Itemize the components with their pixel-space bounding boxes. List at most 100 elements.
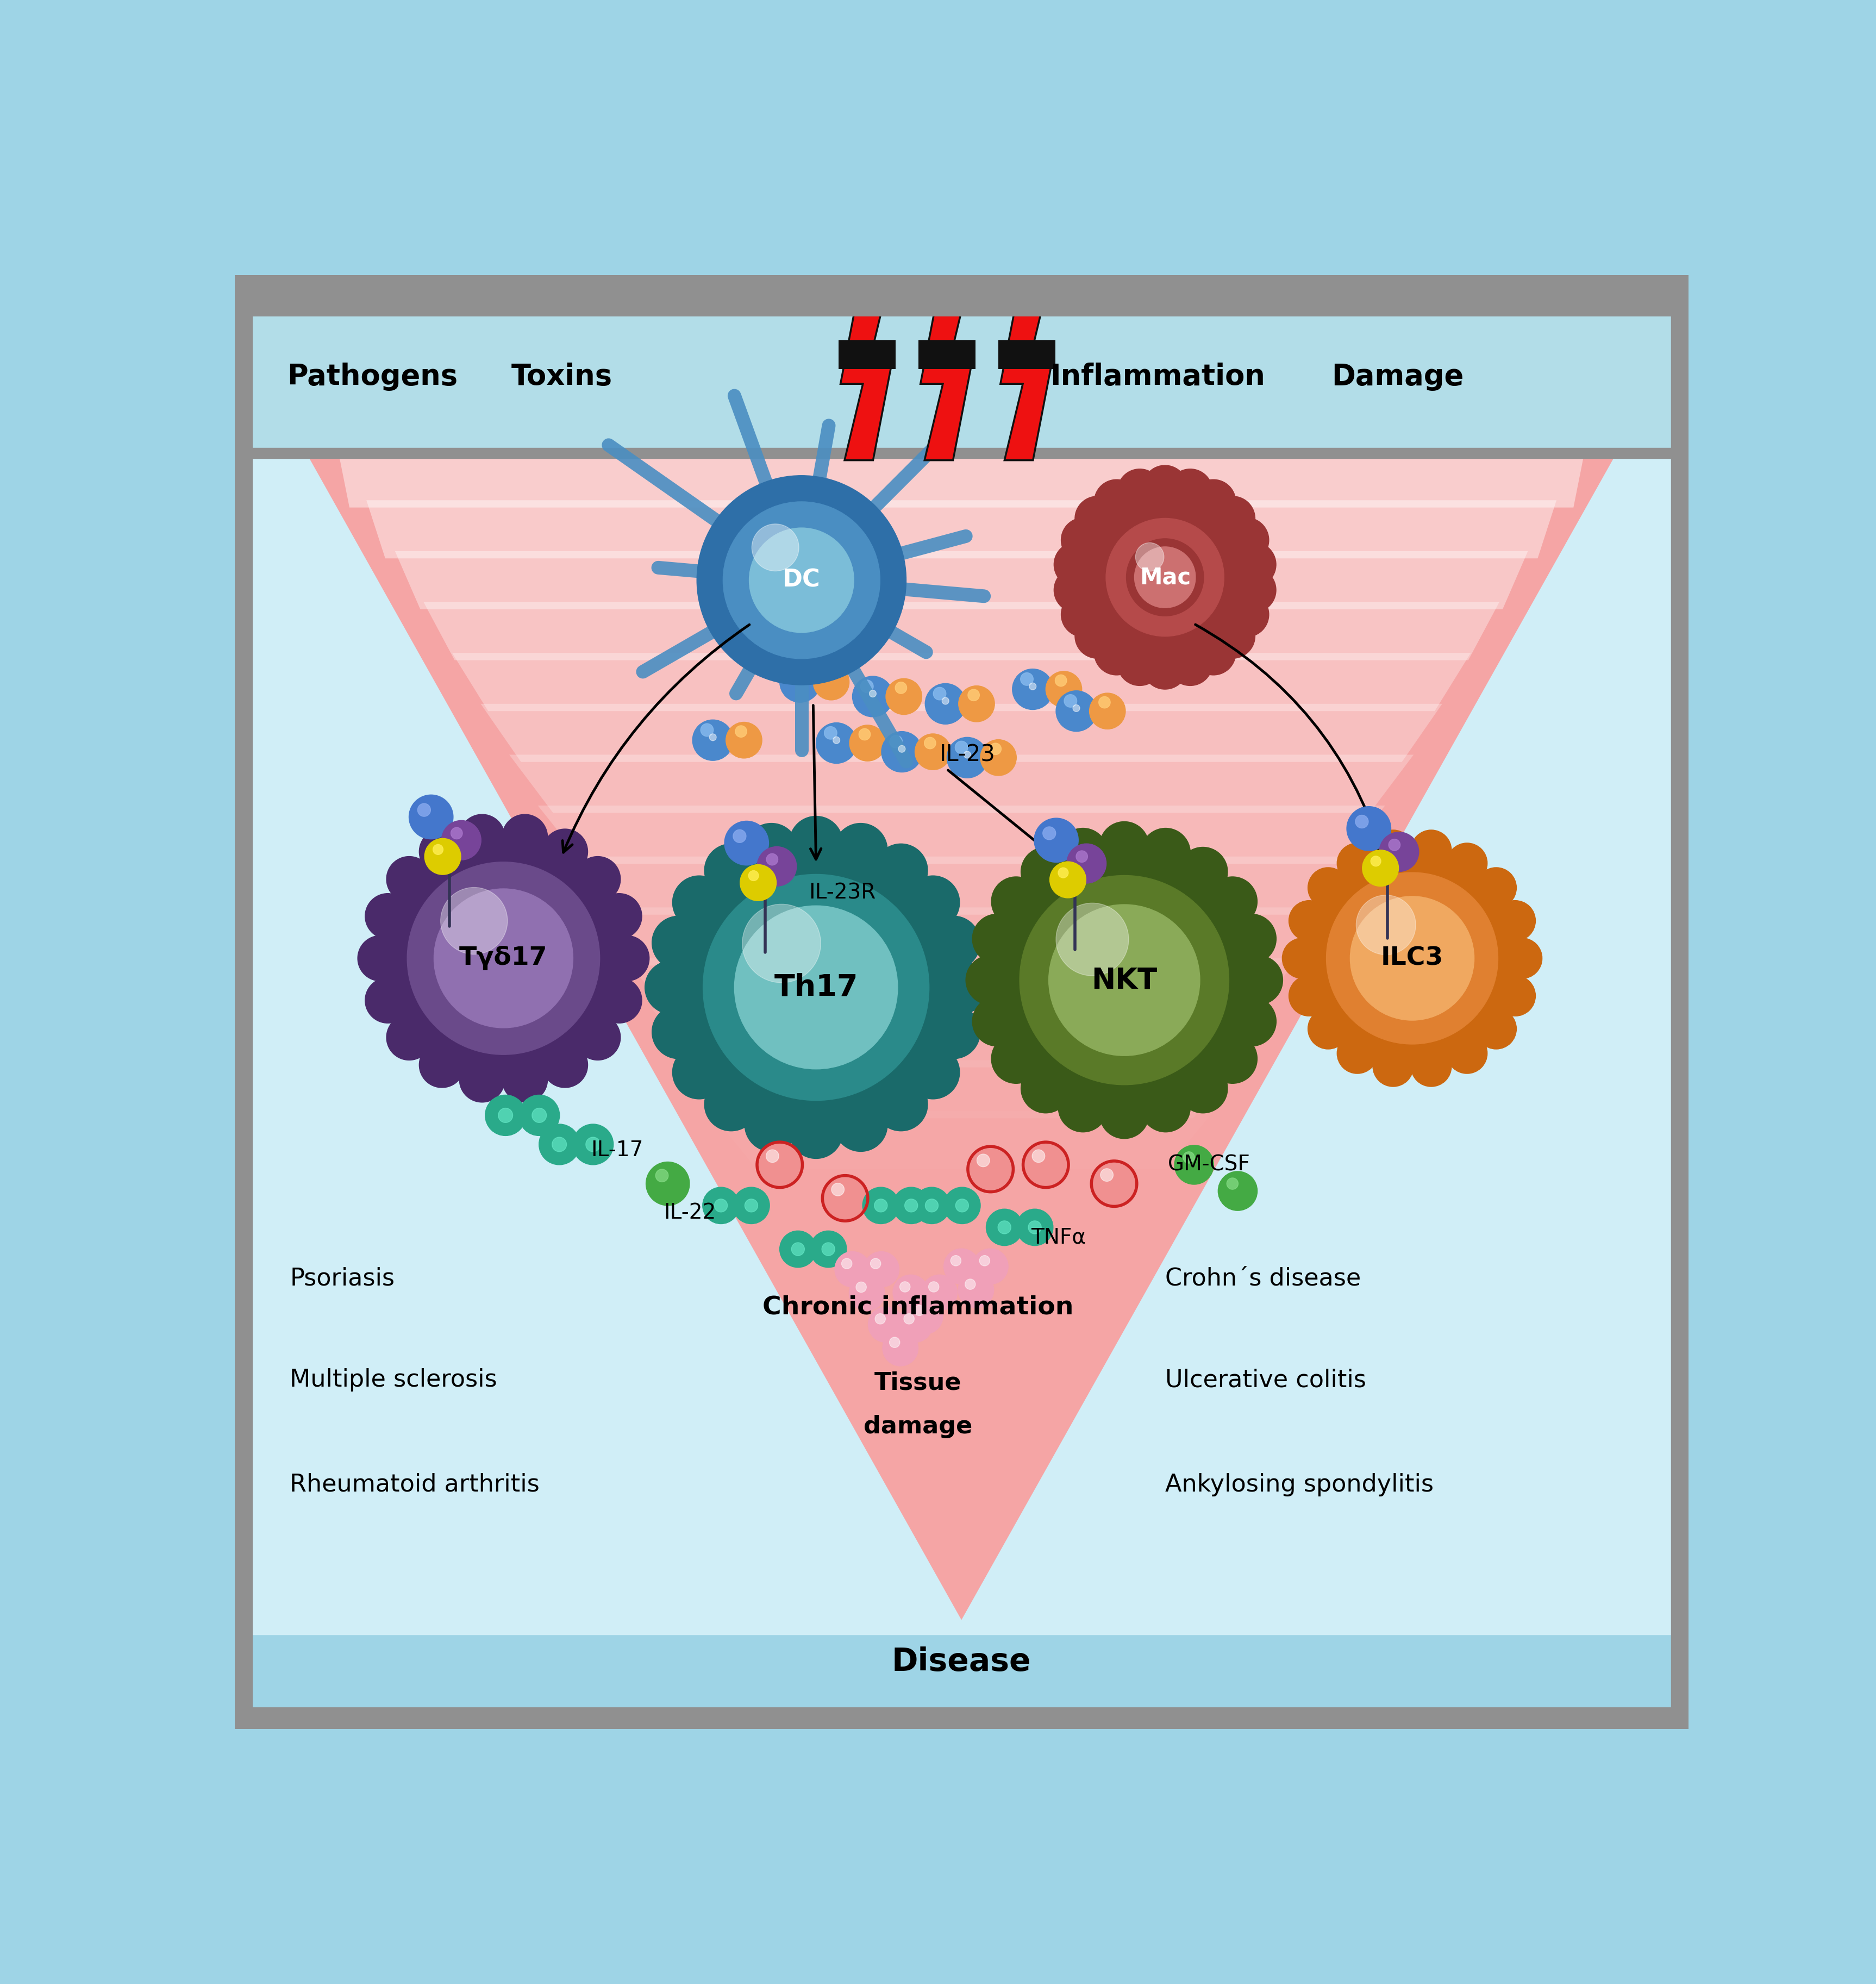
Circle shape bbox=[1092, 1161, 1137, 1206]
Circle shape bbox=[1062, 518, 1107, 563]
Circle shape bbox=[1338, 843, 1377, 883]
Polygon shape bbox=[595, 907, 1328, 966]
Circle shape bbox=[964, 752, 970, 758]
Polygon shape bbox=[424, 601, 1499, 661]
Text: Psoriasis: Psoriasis bbox=[289, 1266, 394, 1290]
Circle shape bbox=[874, 1077, 927, 1131]
Polygon shape bbox=[338, 448, 1585, 508]
Polygon shape bbox=[839, 341, 895, 369]
Polygon shape bbox=[304, 448, 1619, 1621]
Circle shape bbox=[1054, 567, 1099, 613]
Circle shape bbox=[1495, 976, 1535, 1016]
Circle shape bbox=[1231, 542, 1276, 587]
Circle shape bbox=[921, 1276, 957, 1309]
Circle shape bbox=[441, 821, 480, 859]
Circle shape bbox=[816, 722, 857, 764]
Circle shape bbox=[863, 1252, 899, 1288]
Circle shape bbox=[1142, 645, 1188, 688]
Polygon shape bbox=[452, 653, 1471, 710]
Circle shape bbox=[597, 978, 642, 1024]
Circle shape bbox=[358, 936, 403, 980]
Circle shape bbox=[1067, 843, 1107, 883]
Circle shape bbox=[914, 1305, 925, 1315]
Circle shape bbox=[418, 829, 465, 875]
Circle shape bbox=[810, 1230, 846, 1268]
Circle shape bbox=[964, 1280, 976, 1290]
Circle shape bbox=[959, 686, 994, 722]
Circle shape bbox=[552, 1137, 567, 1151]
Text: Crohn´s disease: Crohn´s disease bbox=[1165, 1266, 1360, 1290]
Circle shape bbox=[812, 665, 850, 700]
Circle shape bbox=[1017, 1208, 1052, 1246]
Circle shape bbox=[1045, 671, 1082, 708]
Circle shape bbox=[1178, 1063, 1227, 1113]
Circle shape bbox=[722, 502, 880, 659]
Circle shape bbox=[904, 1313, 914, 1323]
Circle shape bbox=[925, 1198, 938, 1212]
Circle shape bbox=[1030, 682, 1036, 690]
Circle shape bbox=[1086, 498, 1244, 657]
Circle shape bbox=[1208, 877, 1257, 927]
Circle shape bbox=[758, 847, 797, 887]
Circle shape bbox=[797, 677, 803, 682]
Text: Pathogens: Pathogens bbox=[287, 363, 458, 391]
Text: Ulcerative colitis: Ulcerative colitis bbox=[1165, 1369, 1366, 1391]
Circle shape bbox=[1227, 915, 1276, 964]
Circle shape bbox=[1223, 518, 1268, 563]
Circle shape bbox=[972, 1248, 1007, 1284]
Circle shape bbox=[407, 861, 600, 1055]
Circle shape bbox=[604, 936, 649, 980]
Text: IL-23R: IL-23R bbox=[809, 883, 876, 903]
Circle shape bbox=[1034, 817, 1079, 863]
Circle shape bbox=[861, 681, 874, 692]
Text: Damage: Damage bbox=[1332, 363, 1463, 391]
Circle shape bbox=[991, 744, 1002, 754]
Circle shape bbox=[833, 736, 840, 744]
Circle shape bbox=[981, 740, 1017, 776]
Circle shape bbox=[944, 1186, 981, 1224]
Circle shape bbox=[386, 857, 431, 903]
Text: IL-22: IL-22 bbox=[664, 1202, 717, 1222]
Circle shape bbox=[1099, 821, 1148, 871]
Circle shape bbox=[765, 1149, 779, 1163]
Circle shape bbox=[942, 698, 949, 704]
Circle shape bbox=[734, 1186, 769, 1224]
Polygon shape bbox=[653, 1010, 1270, 1067]
Circle shape bbox=[538, 1125, 580, 1165]
Polygon shape bbox=[538, 806, 1384, 863]
Circle shape bbox=[835, 1252, 870, 1288]
Circle shape bbox=[780, 661, 820, 702]
Circle shape bbox=[1056, 903, 1129, 976]
Circle shape bbox=[889, 1337, 900, 1347]
Circle shape bbox=[1094, 631, 1139, 675]
Circle shape bbox=[542, 1042, 587, 1087]
Bar bbox=[251, 315, 1672, 452]
Circle shape bbox=[874, 1198, 887, 1212]
Circle shape bbox=[1356, 895, 1416, 954]
Text: Disease: Disease bbox=[891, 1647, 1032, 1678]
Circle shape bbox=[1411, 1046, 1452, 1087]
Circle shape bbox=[951, 1256, 961, 1266]
Text: Th17: Th17 bbox=[775, 972, 857, 1002]
Circle shape bbox=[520, 1095, 559, 1135]
Circle shape bbox=[822, 1177, 869, 1220]
Circle shape bbox=[850, 724, 885, 762]
Circle shape bbox=[386, 1014, 431, 1059]
Bar bbox=[234, 276, 251, 1728]
Circle shape bbox=[672, 1046, 726, 1099]
Circle shape bbox=[1054, 542, 1099, 587]
Circle shape bbox=[366, 978, 411, 1024]
Circle shape bbox=[1101, 1169, 1112, 1180]
Bar bbox=[251, 448, 1672, 458]
Circle shape bbox=[780, 1230, 816, 1268]
Circle shape bbox=[955, 742, 968, 754]
Circle shape bbox=[1362, 849, 1399, 887]
Circle shape bbox=[927, 917, 979, 970]
Circle shape bbox=[734, 829, 747, 843]
Circle shape bbox=[1191, 480, 1236, 524]
Circle shape bbox=[899, 746, 906, 752]
Circle shape bbox=[645, 1163, 690, 1206]
Text: Tissue: Tissue bbox=[874, 1371, 961, 1395]
Circle shape bbox=[874, 1313, 885, 1323]
Circle shape bbox=[597, 893, 642, 938]
